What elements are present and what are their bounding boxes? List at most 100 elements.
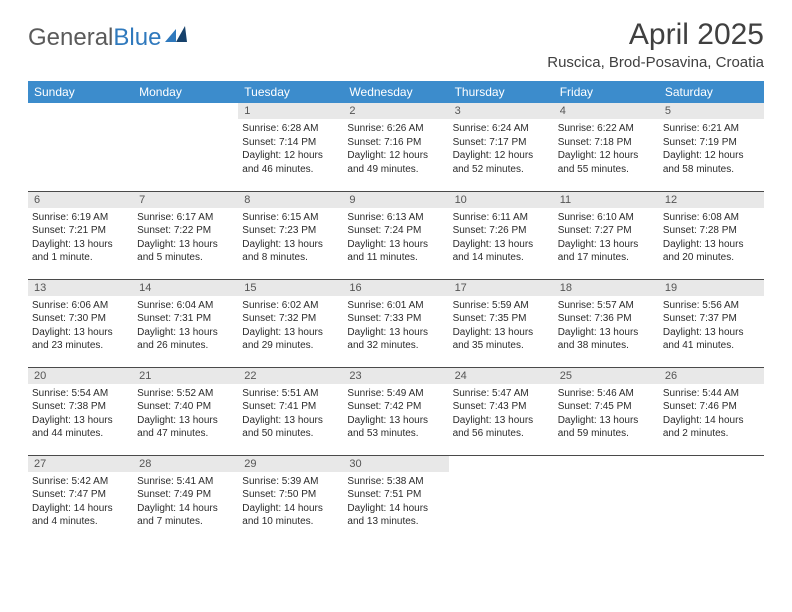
calendar-cell: 14Sunrise: 6:04 AMSunset: 7:31 PMDayligh… <box>133 279 238 367</box>
sunrise-line: Sunrise: 5:41 AM <box>137 475 232 489</box>
sunset-line: Sunset: 7:47 PM <box>32 488 127 502</box>
sunset-line: Sunset: 7:50 PM <box>242 488 337 502</box>
weekday-header: Sunday <box>28 81 133 103</box>
month-title: April 2025 <box>547 18 764 52</box>
day-info: Sunrise: 6:19 AMSunset: 7:21 PMDaylight:… <box>28 208 133 269</box>
daylight-line: Daylight: 14 hours and 13 minutes. <box>347 502 442 529</box>
sunrise-line: Sunrise: 5:49 AM <box>347 387 442 401</box>
sunset-line: Sunset: 7:24 PM <box>347 224 442 238</box>
day-info: Sunrise: 5:51 AMSunset: 7:41 PMDaylight:… <box>238 384 343 445</box>
daylight-line: Daylight: 13 hours and 56 minutes. <box>453 414 548 441</box>
day-info: Sunrise: 5:59 AMSunset: 7:35 PMDaylight:… <box>449 296 554 357</box>
daylight-line: Daylight: 12 hours and 52 minutes. <box>453 149 548 176</box>
calendar-cell: 27Sunrise: 5:42 AMSunset: 7:47 PMDayligh… <box>28 455 133 543</box>
day-number: 22 <box>238 368 343 384</box>
calendar-row: 27Sunrise: 5:42 AMSunset: 7:47 PMDayligh… <box>28 455 764 543</box>
daylight-line: Daylight: 13 hours and 26 minutes. <box>137 326 232 353</box>
sunrise-line: Sunrise: 6:02 AM <box>242 299 337 313</box>
day-number: 29 <box>238 456 343 472</box>
day-info: Sunrise: 6:06 AMSunset: 7:30 PMDaylight:… <box>28 296 133 357</box>
day-number: 5 <box>659 103 764 119</box>
sunset-line: Sunset: 7:17 PM <box>453 136 548 150</box>
sunrise-line: Sunrise: 6:04 AM <box>137 299 232 313</box>
sunrise-line: Sunrise: 5:38 AM <box>347 475 442 489</box>
sunrise-line: Sunrise: 6:01 AM <box>347 299 442 313</box>
day-number: 7 <box>133 192 238 208</box>
calendar-cell: 4Sunrise: 6:22 AMSunset: 7:18 PMDaylight… <box>554 103 659 191</box>
weekday-header: Saturday <box>659 81 764 103</box>
calendar-cell: 7Sunrise: 6:17 AMSunset: 7:22 PMDaylight… <box>133 191 238 279</box>
daylight-line: Daylight: 13 hours and 1 minute. <box>32 238 127 265</box>
day-number: 4 <box>554 103 659 119</box>
calendar-cell <box>28 103 133 191</box>
calendar-cell: 3Sunrise: 6:24 AMSunset: 7:17 PMDaylight… <box>449 103 554 191</box>
sunrise-line: Sunrise: 6:22 AM <box>558 122 653 136</box>
calendar-cell: 11Sunrise: 6:10 AMSunset: 7:27 PMDayligh… <box>554 191 659 279</box>
sunset-line: Sunset: 7:32 PM <box>242 312 337 326</box>
sunset-line: Sunset: 7:30 PM <box>32 312 127 326</box>
daylight-line: Daylight: 14 hours and 4 minutes. <box>32 502 127 529</box>
sunset-line: Sunset: 7:33 PM <box>347 312 442 326</box>
calendar-cell: 25Sunrise: 5:46 AMSunset: 7:45 PMDayligh… <box>554 367 659 455</box>
day-info: Sunrise: 5:49 AMSunset: 7:42 PMDaylight:… <box>343 384 448 445</box>
weekday-header: Wednesday <box>343 81 448 103</box>
daylight-line: Daylight: 13 hours and 8 minutes. <box>242 238 337 265</box>
calendar-cell: 15 Sunrise: 6:02 AMSunset: 7:32 PMDayligh… <box>238 279 343 367</box>
daylight-line: Daylight: 13 hours and 23 minutes. <box>32 326 127 353</box>
weekday-header: Monday <box>133 81 238 103</box>
header: GeneralBlue April 2025 Ruscica, Brod-Pos… <box>28 18 764 71</box>
sunset-line: Sunset: 7:35 PM <box>453 312 548 326</box>
daylight-line: Daylight: 14 hours and 10 minutes. <box>242 502 337 529</box>
day-number: 25 <box>554 368 659 384</box>
day-info: Sunrise: 5:38 AMSunset: 7:51 PMDaylight:… <box>343 472 448 533</box>
calendar-cell: 28Sunrise: 5:41 AMSunset: 7:49 PMDayligh… <box>133 455 238 543</box>
day-number: 14 <box>133 280 238 296</box>
sunrise-line: Sunrise: 5:56 AM <box>663 299 758 313</box>
sunset-line: Sunset: 7:49 PM <box>137 488 232 502</box>
sunset-line: Sunset: 7:43 PM <box>453 400 548 414</box>
daylight-line: Daylight: 14 hours and 2 minutes. <box>663 414 758 441</box>
sunset-line: Sunset: 7:19 PM <box>663 136 758 150</box>
sunrise-line: Sunrise: 6:28 AM <box>242 122 337 136</box>
calendar-row: 6Sunrise: 6:19 AMSunset: 7:21 PMDaylight… <box>28 191 764 279</box>
weekday-header: Friday <box>554 81 659 103</box>
daylight-line: Daylight: 13 hours and 14 minutes. <box>453 238 548 265</box>
sunrise-line: Sunrise: 5:42 AM <box>32 475 127 489</box>
day-info: Sunrise: 6:15 AMSunset: 7:23 PMDaylight:… <box>238 208 343 269</box>
day-number: 3 <box>449 103 554 119</box>
day-info: Sunrise: 6:24 AMSunset: 7:17 PMDaylight:… <box>449 119 554 180</box>
calendar-cell: 2Sunrise: 6:26 AMSunset: 7:16 PMDaylight… <box>343 103 448 191</box>
day-info: Sunrise: 6:11 AMSunset: 7:26 PMDaylight:… <box>449 208 554 269</box>
day-info: Sunrise: 5:47 AMSunset: 7:43 PMDaylight:… <box>449 384 554 445</box>
calendar-cell: 1Sunrise: 6:28 AMSunset: 7:14 PMDaylight… <box>238 103 343 191</box>
weekday-header: Tuesday <box>238 81 343 103</box>
sunrise-line: Sunrise: 5:44 AM <box>663 387 758 401</box>
daylight-line: Daylight: 13 hours and 50 minutes. <box>242 414 337 441</box>
sunrise-line: Sunrise: 5:47 AM <box>453 387 548 401</box>
logo: GeneralBlue <box>28 18 187 52</box>
calendar-cell: 13Sunrise: 6:06 AMSunset: 7:30 PMDayligh… <box>28 279 133 367</box>
sunrise-line: Sunrise: 5:39 AM <box>242 475 337 489</box>
calendar-cell: 30Sunrise: 5:38 AMSunset: 7:51 PMDayligh… <box>343 455 448 543</box>
day-info: Sunrise: 5:41 AMSunset: 7:49 PMDaylight:… <box>133 472 238 533</box>
day-number: 15 <box>238 280 343 296</box>
sunset-line: Sunset: 7:23 PM <box>242 224 337 238</box>
calendar-cell: 16Sunrise: 6:01 AMSunset: 7:33 PMDayligh… <box>343 279 448 367</box>
title-block: April 2025 Ruscica, Brod-Posavina, Croat… <box>547 18 764 71</box>
sunrise-line: Sunrise: 6:19 AM <box>32 211 127 225</box>
daylight-line: Daylight: 13 hours and 41 minutes. <box>663 326 758 353</box>
logo-text-2: Blue <box>113 24 161 52</box>
calendar-cell <box>449 455 554 543</box>
day-number: 10 <box>449 192 554 208</box>
daylight-line: Daylight: 13 hours and 29 minutes. <box>242 326 337 353</box>
sunrise-line: Sunrise: 6:21 AM <box>663 122 758 136</box>
day-info: Sunrise: 6:01 AMSunset: 7:33 PMDaylight:… <box>343 296 448 357</box>
daylight-line: Daylight: 13 hours and 20 minutes. <box>663 238 758 265</box>
calendar-cell: 29 Sunrise: 5:39 AMSunset: 7:50 PMDayligh… <box>238 455 343 543</box>
logo-text-1: General <box>28 24 113 52</box>
sunset-line: Sunset: 7:14 PM <box>242 136 337 150</box>
sunrise-line: Sunrise: 6:06 AM <box>32 299 127 313</box>
weekday-header: Thursday <box>449 81 554 103</box>
day-info: Sunrise: 6:28 AMSunset: 7:14 PMDaylight:… <box>238 119 343 180</box>
sunrise-line: Sunrise: 5:51 AM <box>242 387 337 401</box>
